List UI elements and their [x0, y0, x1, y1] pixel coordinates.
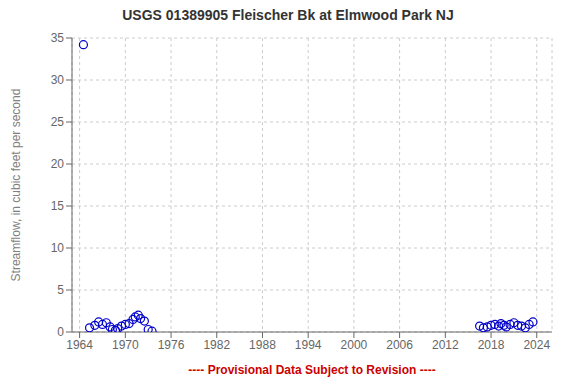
svg-text:Streamflow, in cubic feet per: Streamflow, in cubic feet per second [9, 89, 23, 282]
svg-text:2012: 2012 [432, 338, 459, 352]
svg-text:10: 10 [51, 241, 65, 255]
svg-text:1982: 1982 [203, 338, 230, 352]
svg-text:1994: 1994 [295, 338, 322, 352]
svg-text:25: 25 [51, 115, 65, 129]
svg-text:5: 5 [57, 283, 64, 297]
svg-text:15: 15 [51, 199, 65, 213]
svg-text:2018: 2018 [478, 338, 505, 352]
svg-text:2024: 2024 [523, 338, 550, 352]
html-text:USGS 01389905 Fleischer Bk at: USGS 01389905 Fleischer Bk at Elmwood Pa… [122, 7, 454, 23]
svg-text:0: 0 [57, 325, 64, 339]
svg-text:2006: 2006 [386, 338, 413, 352]
svg-text:---- Provisional Data Subject: ---- Provisional Data Subject to Revisio… [188, 363, 435, 377]
svg-text:35: 35 [51, 31, 65, 45]
svg-text:1970: 1970 [112, 338, 139, 352]
svg-text:1976: 1976 [158, 338, 185, 352]
svg-text:2000: 2000 [341, 338, 368, 352]
svg-text:1988: 1988 [249, 338, 276, 352]
svg-text:1964: 1964 [66, 338, 93, 352]
svg-text:20: 20 [51, 157, 65, 171]
svg-text:30: 30 [51, 73, 65, 87]
